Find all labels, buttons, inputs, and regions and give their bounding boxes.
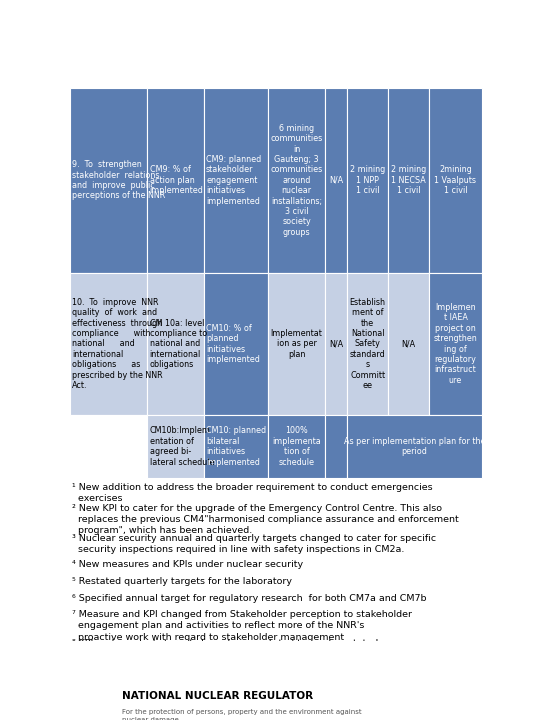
Text: CM10b:Implem
entation of
agreed bi-
lateral schedule: CM10b:Implem entation of agreed bi- late… [150, 426, 214, 467]
Text: ¹ New addition to address the broader requirement to conduct emergencies
  exerc: ¹ New addition to address the broader re… [72, 483, 433, 503]
Bar [388, 273, 429, 415]
Bar [204, 415, 268, 478]
Text: ⁷ Measure and KPI changed from Stakeholder perception to stakeholder
  engagemen: ⁷ Measure and KPI changed from Stakehold… [72, 611, 411, 642]
Text: Establish
ment of
the
National
Safety
standard
s
Committ
ee: Establish ment of the National Safety st… [349, 298, 386, 390]
Text: 9.  To  strengthen
stakeholder  relations
and  improve  public
perceptions of th: 9. To strengthen stakeholder relations a… [72, 161, 165, 200]
Text: CM9: planned
stakeholder
engagement
initiatives
implemented: CM9: planned stakeholder engagement init… [206, 155, 261, 206]
Bar [147, 273, 204, 415]
Text: N/A: N/A [402, 339, 416, 348]
Text: 2mining
1 Vaalputs
1 civil: 2mining 1 Vaalputs 1 civil [435, 166, 476, 195]
Bar [147, 415, 204, 478]
Text: ⁸ KPI and quarterly targets have been restated to read as stated.: ⁸ KPI and quarterly targets have been re… [72, 639, 381, 648]
Text: 2 mining
1 NPP
1 civil: 2 mining 1 NPP 1 civil [350, 166, 385, 195]
Text: CM9: % of
action plan
implemented: CM9: % of action plan implemented [150, 166, 204, 195]
Bar [347, 273, 388, 415]
Bar [268, 415, 325, 478]
Circle shape [87, 696, 102, 716]
Text: 100%
implementa
tion of
schedule: 100% implementa tion of schedule [272, 426, 321, 467]
Text: CM10: planned
bilateral
initiatives
implemented: CM10: planned bilateral initiatives impl… [206, 426, 266, 467]
Text: For the protection of persons, property and the environment against
nuclear dama: For the protection of persons, property … [122, 708, 362, 720]
Text: CM10: % of
planned
initiatives
implemented: CM10: % of planned initiatives implement… [206, 324, 260, 364]
Bar [204, 273, 268, 415]
Bar [388, 88, 429, 273]
Bar [70, 415, 147, 478]
Text: CM 10a: level
compliance to
national and
international
obligations: CM 10a: level compliance to national and… [150, 319, 207, 369]
Bar [204, 88, 268, 273]
Text: N/A: N/A [329, 176, 343, 185]
Text: ² New KPI to cater for the upgrade of the Emergency Control Centre. This also
  : ² New KPI to cater for the upgrade of th… [72, 504, 458, 535]
Bar [347, 415, 482, 478]
Text: NATIONAL NUCLEAR REGULATOR: NATIONAL NUCLEAR REGULATOR [122, 690, 313, 701]
Text: N/A: N/A [329, 339, 343, 348]
Text: ⁶ Specified annual target for regulatory research  for both CM7a and CM7b: ⁶ Specified annual target for regulatory… [72, 594, 426, 603]
Circle shape [77, 683, 112, 720]
Text: Implemen
t IAEA
project on
strengthen
ing of
regulatory
infrastruct
ure: Implemen t IAEA project on strengthen in… [434, 303, 477, 384]
Text: 2 mining
1 NECSA
1 civil: 2 mining 1 NECSA 1 civil [391, 166, 426, 195]
Bar [325, 88, 347, 273]
Bar [268, 88, 325, 273]
Bar [325, 415, 347, 478]
Bar [268, 273, 325, 415]
Text: 10.  To  improve  NNR
quality  of  work  and
effectiveness  through
compliance  : 10. To improve NNR quality of work and e… [72, 298, 163, 390]
Text: ³ Nuclear security annual and quarterly targets changed to cater for specific
  : ³ Nuclear security annual and quarterly … [72, 534, 436, 554]
Text: Implementat
ion as per
plan: Implementat ion as per plan [271, 329, 322, 359]
Bar [429, 88, 482, 273]
Text: ⁵ Restated quarterly targets for the laboratory: ⁵ Restated quarterly targets for the lab… [72, 577, 292, 586]
Text: ⁹ New measure and KPI to address bilateral agreements: ⁹ New measure and KPI to address bilater… [72, 656, 338, 665]
Bar [70, 273, 147, 415]
Circle shape [73, 677, 117, 720]
Bar [70, 88, 147, 273]
Text: ⁴ New measures and KPIs under nuclear security: ⁴ New measures and KPIs under nuclear se… [72, 560, 303, 570]
Text: 6 mining
communities
in
Gauteng; 3
communities
around
nuclear
installations;
3 c: 6 mining communities in Gauteng; 3 commu… [271, 124, 323, 237]
Bar [347, 88, 388, 273]
Text: As per implementation plan for the
period: As per implementation plan for the perio… [343, 437, 485, 456]
Bar [429, 273, 482, 415]
Bar [325, 273, 347, 415]
Bar [147, 88, 204, 273]
